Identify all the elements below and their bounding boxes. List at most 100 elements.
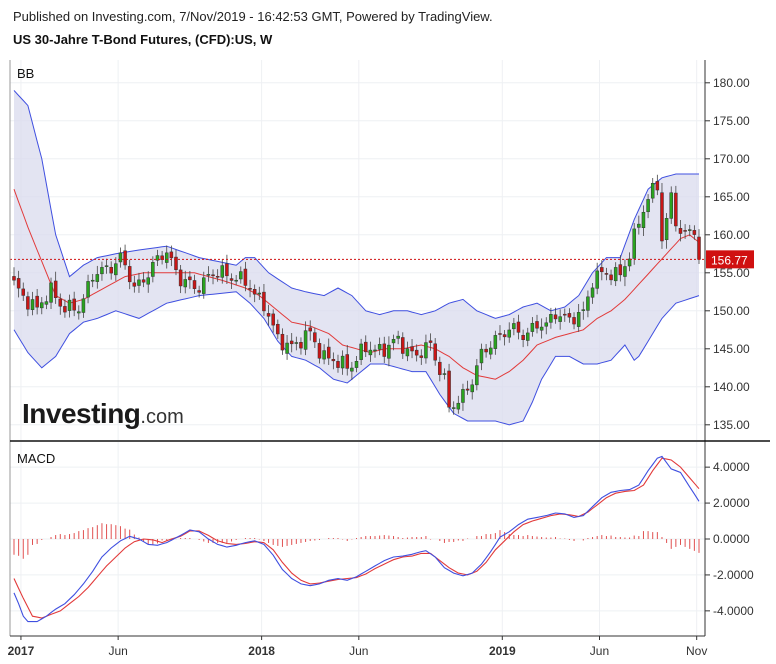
candle: [174, 249, 178, 276]
candle-body: [479, 348, 484, 364]
candle: [257, 286, 262, 300]
candle-body: [239, 271, 243, 280]
candle: [30, 291, 35, 316]
candle-body: [613, 267, 618, 282]
candle: [280, 328, 285, 355]
candle: [220, 259, 225, 284]
candle: [155, 249, 160, 266]
candle: [438, 356, 442, 382]
candle-body: [322, 350, 326, 360]
macd-tick-label: 4.0000: [713, 460, 750, 474]
candle: [674, 185, 678, 232]
candle: [215, 269, 220, 282]
candle-body: [220, 265, 225, 278]
candle-body: [234, 279, 238, 282]
candle-body: [21, 288, 26, 296]
candle-body: [188, 276, 192, 281]
candle: [100, 261, 104, 281]
candle: [86, 274, 90, 304]
candle-body: [641, 211, 646, 228]
candle: [271, 309, 275, 333]
candle-body: [516, 321, 521, 333]
candle-body: [206, 274, 211, 276]
candle-body: [456, 402, 461, 410]
candle-body: [53, 280, 58, 298]
candle-body: [600, 267, 604, 273]
candle-body: [604, 273, 609, 275]
candle: [572, 312, 576, 330]
candle: [475, 358, 479, 391]
candle: [618, 255, 623, 282]
candle: [90, 273, 95, 288]
x-tick-label: 2018: [248, 644, 275, 658]
candle-body: [197, 290, 201, 293]
candle: [613, 262, 618, 287]
candle-body: [414, 349, 419, 356]
candle-body: [229, 278, 234, 281]
candle-body: [215, 276, 220, 278]
candle-body: [243, 268, 248, 286]
candle: [595, 262, 599, 295]
candle: [252, 284, 257, 303]
candle-body: [646, 199, 650, 213]
candle-body: [488, 347, 493, 355]
candle: [53, 271, 58, 304]
candle: [632, 223, 636, 265]
candle: [12, 267, 16, 286]
candle: [377, 337, 382, 356]
candle-body: [225, 263, 229, 277]
last-price-badge: [706, 250, 754, 269]
last-price-label: 156.77: [711, 253, 748, 267]
candle: [521, 329, 525, 348]
candle: [164, 245, 169, 269]
candle-body: [336, 361, 340, 368]
price-tick-label: 135.00: [713, 418, 750, 432]
candle-body: [109, 266, 113, 274]
candle: [567, 308, 572, 323]
candle-body: [276, 323, 280, 335]
published-caption: Published on Investing.com, 7/Nov/2019 -…: [13, 9, 493, 24]
price-tick-label: 140.00: [713, 380, 750, 394]
candle: [456, 395, 461, 414]
candle-body: [271, 313, 275, 326]
candle-body: [549, 314, 553, 323]
candle: [563, 308, 567, 322]
candle-body: [303, 330, 308, 350]
candle: [590, 283, 595, 304]
bb-panel-label: BB: [17, 66, 34, 81]
candle: [326, 338, 331, 365]
x-tick-label: Jun: [590, 644, 609, 658]
candle: [63, 299, 67, 318]
price-tick-label: 180.00: [713, 76, 750, 90]
candle: [35, 289, 39, 315]
candle: [544, 317, 549, 335]
candle: [243, 261, 248, 292]
candle: [664, 213, 669, 249]
candle-body: [461, 389, 465, 403]
candle-body: [465, 388, 470, 391]
price-tick-label: 155.00: [713, 266, 750, 280]
candle-body: [114, 263, 118, 276]
candle-body: [475, 365, 479, 386]
candle: [465, 380, 470, 395]
candle-body: [451, 407, 456, 409]
candle-body: [678, 228, 683, 234]
candle: [340, 350, 345, 375]
candle-body: [26, 296, 30, 310]
macd-line: [13, 455, 700, 623]
candle-body: [104, 265, 109, 267]
candle-body: [535, 321, 539, 329]
candle-body: [141, 279, 146, 283]
candle: [266, 304, 271, 326]
candle-body: [618, 264, 623, 276]
candle: [313, 327, 317, 349]
candle-body: [664, 218, 669, 241]
candles: [12, 174, 701, 415]
candle: [364, 335, 368, 358]
candle-body: [299, 342, 303, 349]
candle-body: [623, 266, 627, 277]
candle-body: [285, 342, 289, 354]
candle-body: [650, 182, 655, 199]
panel-labels: BB MACD: [17, 66, 55, 466]
